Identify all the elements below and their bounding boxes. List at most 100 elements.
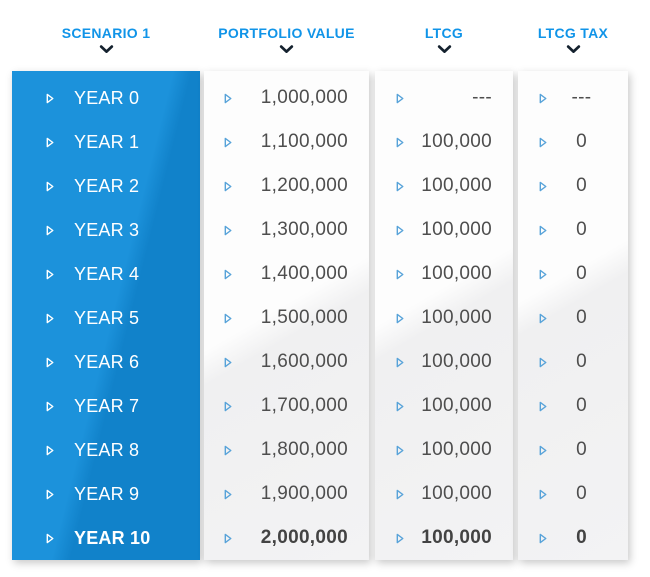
table-header-row: SCENARIO 1 PORTFOLIO VALUE LTCG LTCG TAX bbox=[0, 26, 650, 54]
table-row[interactable]: 100,000 bbox=[375, 296, 513, 340]
play-icon bbox=[46, 357, 54, 368]
cell-value: 100,000 bbox=[421, 483, 492, 504]
play-icon bbox=[224, 533, 232, 544]
play-icon bbox=[396, 445, 404, 456]
cell-value: 100,000 bbox=[421, 131, 492, 152]
chevron-down-icon bbox=[99, 45, 114, 54]
table-row[interactable]: YEAR 8 bbox=[12, 428, 200, 472]
cell-value: 0 bbox=[576, 307, 587, 328]
column-header-label: LTCG TAX bbox=[537, 25, 609, 41]
table-row[interactable]: 1,500,000 bbox=[204, 296, 369, 340]
play-icon bbox=[46, 93, 54, 104]
table-row[interactable]: 100,000 bbox=[375, 252, 513, 296]
table-row[interactable]: 1,300,000 bbox=[204, 208, 369, 252]
cell-value: 100,000 bbox=[421, 439, 492, 460]
cell-value: 100,000 bbox=[421, 175, 492, 196]
cell-value: YEAR 10 bbox=[74, 527, 151, 548]
play-icon bbox=[396, 93, 404, 104]
play-icon bbox=[46, 269, 54, 280]
play-icon bbox=[396, 137, 404, 148]
table-row[interactable]: YEAR 3 bbox=[12, 208, 200, 252]
cell-value: 1,300,000 bbox=[260, 219, 348, 240]
play-icon bbox=[539, 489, 547, 500]
table-row[interactable]: 1,200,000 bbox=[204, 164, 369, 208]
cell-value: YEAR 9 bbox=[74, 483, 140, 504]
table-row[interactable]: 2,000,000 bbox=[204, 516, 369, 560]
play-icon bbox=[539, 445, 547, 456]
table-row[interactable]: 100,000 bbox=[375, 384, 513, 428]
cell-value: 0 bbox=[576, 351, 587, 372]
table-row[interactable]: 0 bbox=[518, 428, 628, 472]
play-icon bbox=[46, 401, 54, 412]
table-row[interactable]: 0 bbox=[518, 208, 628, 252]
cell-value: 0 bbox=[576, 175, 587, 196]
play-icon bbox=[539, 401, 547, 412]
play-icon bbox=[396, 313, 404, 324]
table-row[interactable]: YEAR 0 bbox=[12, 76, 200, 120]
column-header-portfolio-value[interactable]: PORTFOLIO VALUE bbox=[204, 26, 369, 54]
table-row[interactable]: 100,000 bbox=[375, 472, 513, 516]
table-row[interactable]: 0 bbox=[518, 296, 628, 340]
table-row[interactable]: YEAR 5 bbox=[12, 296, 200, 340]
table-row[interactable]: YEAR 2 bbox=[12, 164, 200, 208]
table-row[interactable]: 100,000 bbox=[375, 340, 513, 384]
play-icon bbox=[224, 313, 232, 324]
column-header-ltcg[interactable]: LTCG bbox=[375, 26, 513, 54]
table-row[interactable]: 100,000 bbox=[375, 516, 513, 560]
table-row[interactable]: 1,900,000 bbox=[204, 472, 369, 516]
table-row[interactable]: 0 bbox=[518, 384, 628, 428]
table-body: YEAR 0 YEAR 1 YEAR 2 YEAR 3 YEAR 4 YEAR 5 YEAR… bbox=[0, 71, 650, 560]
table-row[interactable]: --- bbox=[375, 76, 513, 120]
table-row[interactable]: 1,000,000 bbox=[204, 76, 369, 120]
table-row[interactable]: 1,800,000 bbox=[204, 428, 369, 472]
table-row[interactable]: 100,000 bbox=[375, 208, 513, 252]
table-row[interactable]: 0 bbox=[518, 472, 628, 516]
play-icon bbox=[46, 181, 54, 192]
table-row[interactable]: 1,700,000 bbox=[204, 384, 369, 428]
play-icon bbox=[224, 137, 232, 148]
play-icon bbox=[539, 225, 547, 236]
table-row[interactable]: 0 bbox=[518, 252, 628, 296]
column-header-label: SCENARIO 1 bbox=[61, 25, 151, 41]
play-icon bbox=[539, 313, 547, 324]
table-row[interactable]: 1,400,000 bbox=[204, 252, 369, 296]
table-row[interactable]: YEAR 6 bbox=[12, 340, 200, 384]
table-row[interactable]: 100,000 bbox=[375, 428, 513, 472]
table-row[interactable]: YEAR 1 bbox=[12, 120, 200, 164]
table-row[interactable]: 1,100,000 bbox=[204, 120, 369, 164]
cell-value: 100,000 bbox=[421, 219, 492, 240]
table-row[interactable]: --- bbox=[518, 76, 628, 120]
table-row[interactable]: YEAR 10 bbox=[12, 516, 200, 560]
play-icon bbox=[224, 445, 232, 456]
play-icon bbox=[224, 401, 232, 412]
table-row[interactable]: 100,000 bbox=[375, 120, 513, 164]
play-icon bbox=[539, 357, 547, 368]
cell-value: 100,000 bbox=[421, 263, 492, 284]
table-row[interactable]: 0 bbox=[518, 340, 628, 384]
column-card-scenario: YEAR 0 YEAR 1 YEAR 2 YEAR 3 YEAR 4 YEAR 5 YEAR… bbox=[12, 71, 200, 560]
table-row[interactable]: 1,600,000 bbox=[204, 340, 369, 384]
cell-value: YEAR 7 bbox=[74, 395, 140, 416]
play-icon bbox=[46, 137, 54, 148]
table-row[interactable]: 0 bbox=[518, 516, 628, 560]
column-header-label: PORTFOLIO VALUE bbox=[218, 25, 355, 41]
play-icon bbox=[46, 313, 54, 324]
table-row[interactable]: YEAR 4 bbox=[12, 252, 200, 296]
cell-value: YEAR 0 bbox=[74, 87, 140, 108]
table-row[interactable]: 0 bbox=[518, 164, 628, 208]
cell-value: 0 bbox=[576, 263, 587, 284]
cell-value: YEAR 2 bbox=[74, 175, 140, 196]
cell-value: 0 bbox=[576, 439, 587, 460]
chevron-down-icon bbox=[437, 45, 452, 54]
cell-value: YEAR 8 bbox=[74, 439, 140, 460]
table-row[interactable]: YEAR 7 bbox=[12, 384, 200, 428]
play-icon bbox=[539, 533, 547, 544]
table-row[interactable]: 100,000 bbox=[375, 164, 513, 208]
table-row[interactable]: 0 bbox=[518, 120, 628, 164]
table-row[interactable]: YEAR 9 bbox=[12, 472, 200, 516]
column-header-scenario-1[interactable]: SCENARIO 1 bbox=[12, 26, 200, 54]
play-icon bbox=[224, 489, 232, 500]
column-header-ltcg-tax[interactable]: LTCG TAX bbox=[518, 26, 628, 54]
play-icon bbox=[396, 401, 404, 412]
play-icon bbox=[224, 357, 232, 368]
